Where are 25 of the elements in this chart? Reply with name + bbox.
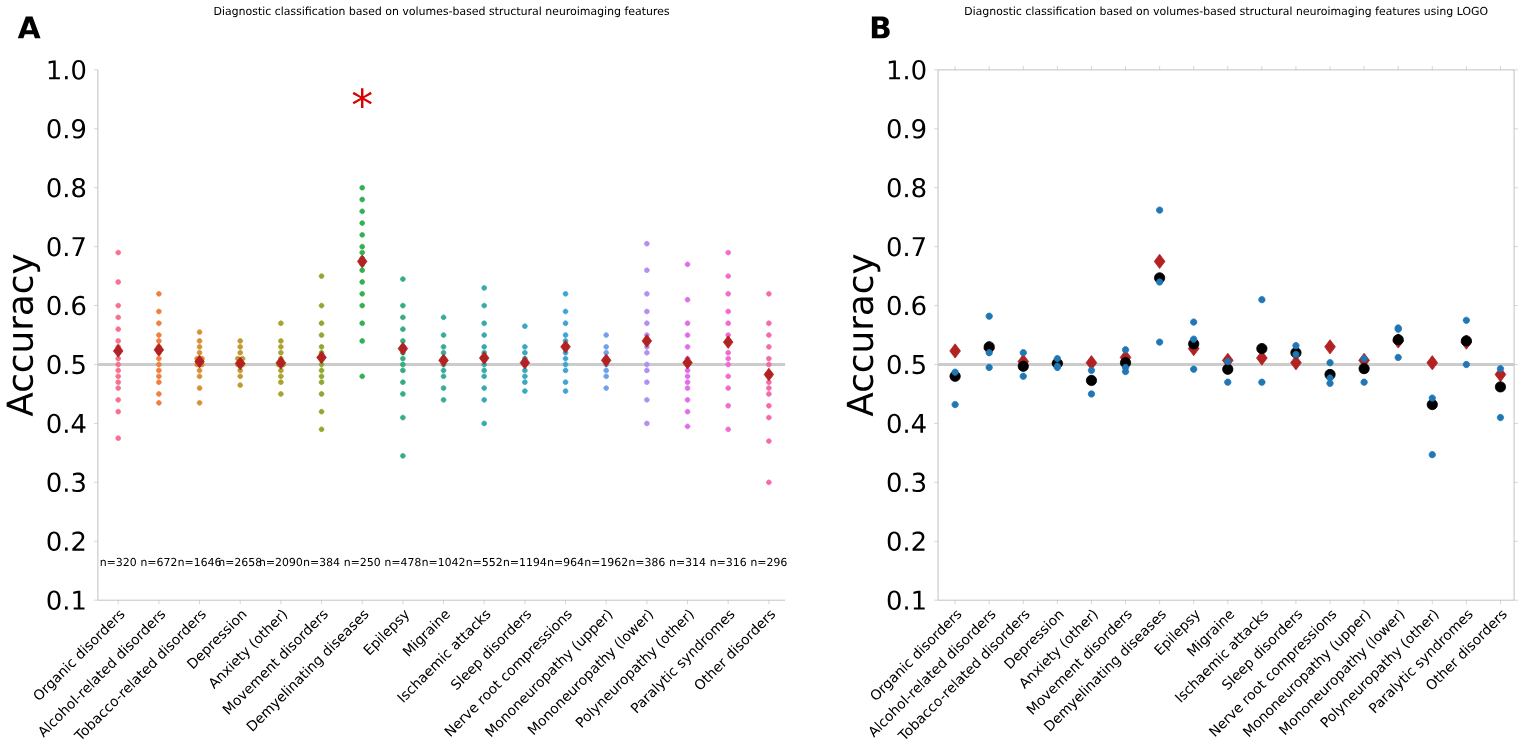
text: A: [17, 17, 41, 39]
y-tick-label: 0.5: [887, 355, 925, 375]
y-tick-label: 0.2: [887, 531, 925, 552]
y-tick-label: 0.1: [47, 590, 85, 611]
y-tick-label: 0.6: [47, 296, 86, 316]
y-tick-label: 0.2: [47, 531, 85, 552]
y-tick-label: 0.8: [47, 178, 86, 198]
y-tick-label: 0.8: [887, 178, 926, 198]
y-tick-label: 0.7: [887, 237, 925, 257]
text: B: [871, 17, 890, 39]
y-tick-label: 0.4: [887, 414, 926, 434]
y-tick-label: 1.0: [888, 60, 926, 81]
y-tick-label: 0.6: [887, 296, 926, 316]
y-tick-label: 0.7: [47, 237, 85, 257]
y-tick-label: 0.9: [47, 119, 86, 140]
y-axis-title: Accuracy: [6, 254, 41, 417]
annotation: *: [352, 88, 372, 109]
y-tick-label: 0.3: [887, 473, 926, 493]
y-tick-label: 0.1: [887, 590, 925, 611]
y-tick-label: 1.0: [48, 60, 86, 81]
y-tick-label: 0.5: [47, 355, 85, 375]
y-tick-label: 0.9: [887, 119, 926, 140]
y-axis-title: Accuracy: [846, 254, 881, 417]
y-tick-label: 0.3: [47, 473, 85, 493]
y-tick-label: 0.4: [47, 414, 86, 434]
